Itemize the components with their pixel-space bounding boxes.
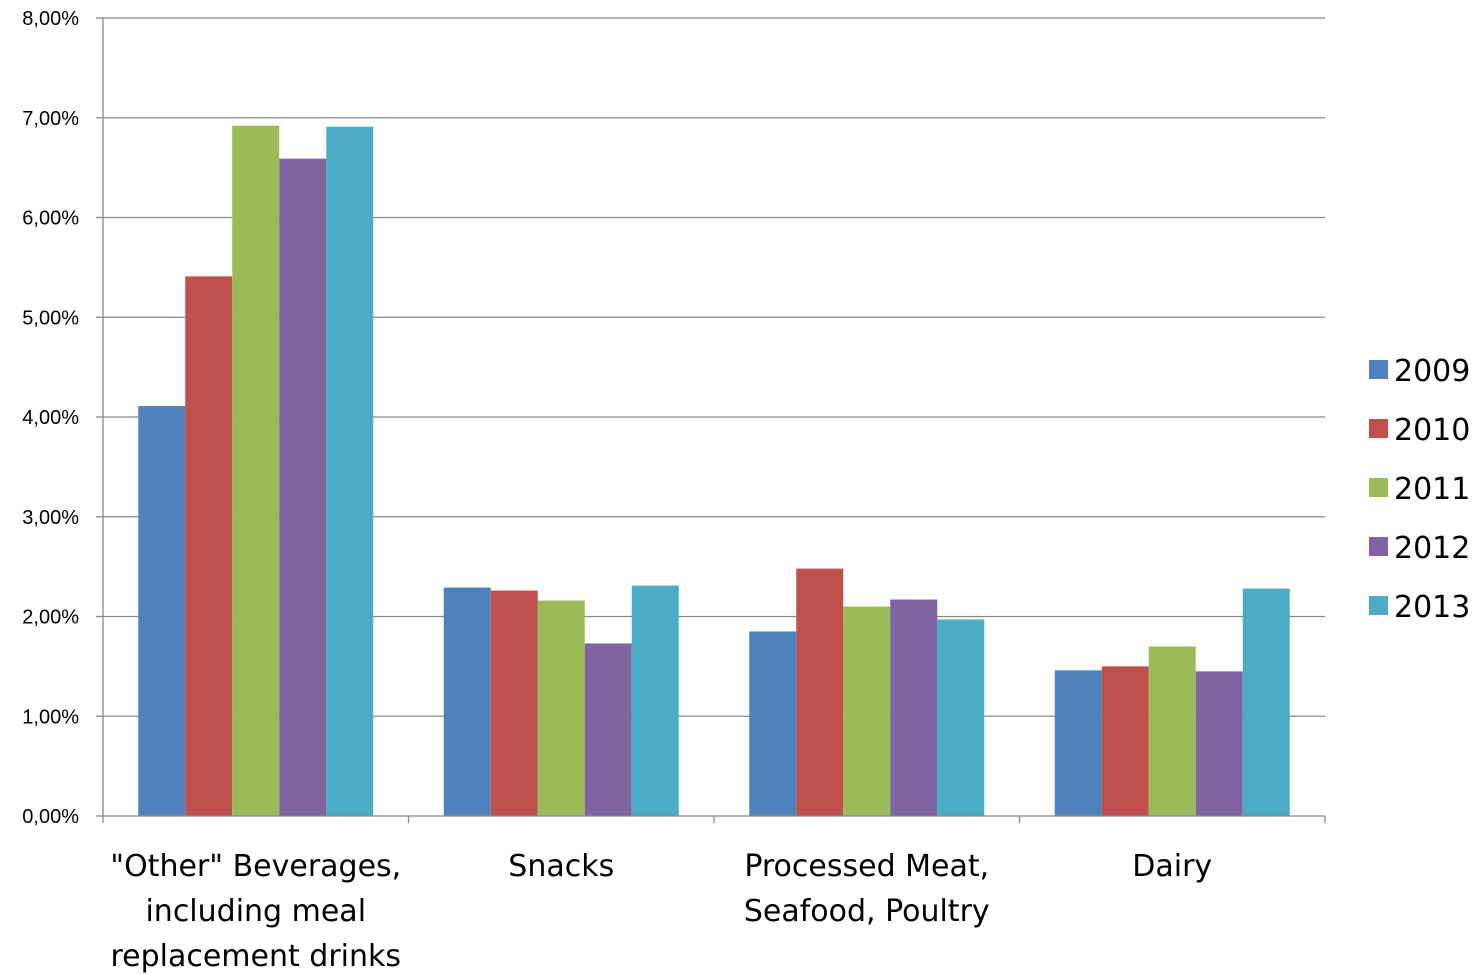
legend: 2009 2010 2011 2012 2013 <box>1369 354 1470 625</box>
bars <box>138 125 1290 817</box>
bar-2013-cat-2 <box>937 619 985 816</box>
legend-swatch-2010 <box>1369 419 1388 438</box>
x-category-label-1: Snacks <box>508 849 614 884</box>
legend-swatch-2012 <box>1369 537 1388 556</box>
legend-swatch-2011 <box>1369 478 1388 497</box>
bar-2011-cat-2 <box>843 606 891 816</box>
bar-2012-cat-0 <box>279 158 327 816</box>
y-tick-label-5: 5,00% <box>22 307 79 329</box>
bar-2010-cat-1 <box>490 590 538 816</box>
y-tick-label-4: 4,00% <box>22 407 79 429</box>
y-tick-label-2: 2,00% <box>22 607 79 629</box>
bar-2013-cat-1 <box>631 585 679 816</box>
bar-2010-cat-3 <box>1101 666 1149 816</box>
y-tick-label-1: 1,00% <box>22 706 79 728</box>
bar-2012-cat-1 <box>584 643 632 816</box>
bar-2009-cat-0 <box>138 406 186 816</box>
bar-2011-cat-0 <box>232 125 280 817</box>
legend-label-2010: 2010 <box>1394 413 1470 448</box>
y-tick-label-8: 8,00% <box>22 8 79 30</box>
bar-2011-cat-1 <box>537 600 585 816</box>
axes <box>96 17 1326 823</box>
y-axis-tick-labels: 0,00% 1,00% 2,00% 3,00% 4,00% 5,00% 6,00% 7,00%… <box>22 8 79 828</box>
bar-2012-cat-3 <box>1195 671 1243 816</box>
bar-2009-cat-1 <box>443 587 491 816</box>
bar-2010-cat-0 <box>185 276 233 816</box>
bar-2010-cat-2 <box>796 568 844 816</box>
bar-2012-cat-2 <box>890 599 938 816</box>
legend-label-2013: 2013 <box>1394 590 1470 625</box>
legend-label-2009: 2009 <box>1394 354 1470 389</box>
legend-swatch-2009 <box>1369 360 1388 379</box>
bar-2009-cat-3 <box>1054 670 1102 816</box>
y-tick-label-3: 3,00% <box>22 507 79 529</box>
bar-2013-cat-0 <box>326 126 374 817</box>
x-category-label-3: Dairy <box>1132 849 1212 884</box>
legend-label-2011: 2011 <box>1394 472 1470 507</box>
legend-swatch-2013 <box>1369 596 1388 615</box>
x-axis-category-labels: "Other" Beverages, including meal replacem… <box>110 849 1212 974</box>
x-category-label-0: "Other" Beverages, including meal replacem… <box>110 849 401 974</box>
legend-label-2012: 2012 <box>1394 531 1470 566</box>
bar-2009-cat-2 <box>749 631 797 816</box>
x-category-label-2: Processed Meat, Seafood, Poultry <box>744 849 990 929</box>
bar-2011-cat-3 <box>1148 646 1196 816</box>
bar-2013-cat-3 <box>1242 588 1290 816</box>
y-tick-label-7: 7,00% <box>22 108 79 130</box>
y-tick-label-6: 6,00% <box>22 208 79 230</box>
y-tick-label-0: 0,00% <box>22 806 79 828</box>
